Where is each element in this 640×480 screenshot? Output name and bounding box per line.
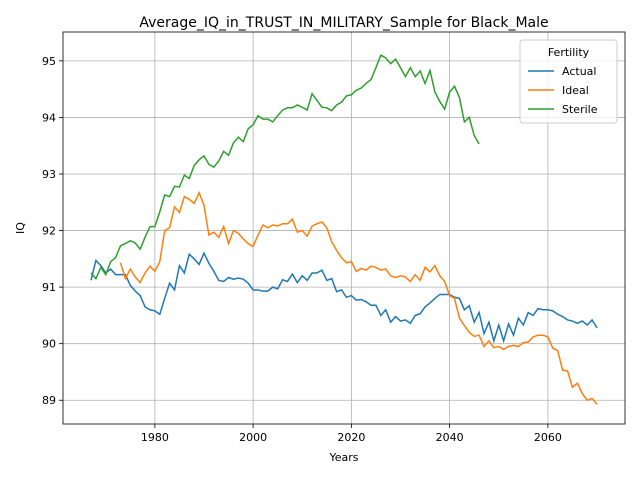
legend-label: Ideal <box>562 84 589 97</box>
x-tick-label: 2020 <box>337 431 365 444</box>
x-tick-label: 1980 <box>141 431 169 444</box>
x-tick-label: 2040 <box>436 431 464 444</box>
legend-box <box>519 39 618 124</box>
y-tick-label: 90 <box>42 338 56 351</box>
legend-label: Actual <box>562 65 596 78</box>
y-tick-label: 95 <box>42 55 56 68</box>
y-tick-label: 89 <box>42 394 56 407</box>
y-tick-label: 94 <box>42 111 56 124</box>
chart-title: Average_IQ_in_TRUST_IN_MILITARY_Sample f… <box>139 15 548 31</box>
series-line <box>119 190 598 405</box>
y-tick-label: 92 <box>42 225 56 238</box>
y-axis-label: IQ <box>14 222 27 234</box>
series-line <box>90 54 480 281</box>
legend-title: Fertility <box>548 46 590 59</box>
series-line <box>90 251 598 344</box>
x-tick-label: 2000 <box>239 431 267 444</box>
x-axis-label: Years <box>328 451 358 464</box>
x-tick-label: 2060 <box>534 431 562 444</box>
y-tick-label: 93 <box>42 168 56 181</box>
y-tick-label: 91 <box>42 281 56 294</box>
plot-frame <box>62 31 626 425</box>
legend-label: Sterile <box>562 103 598 116</box>
